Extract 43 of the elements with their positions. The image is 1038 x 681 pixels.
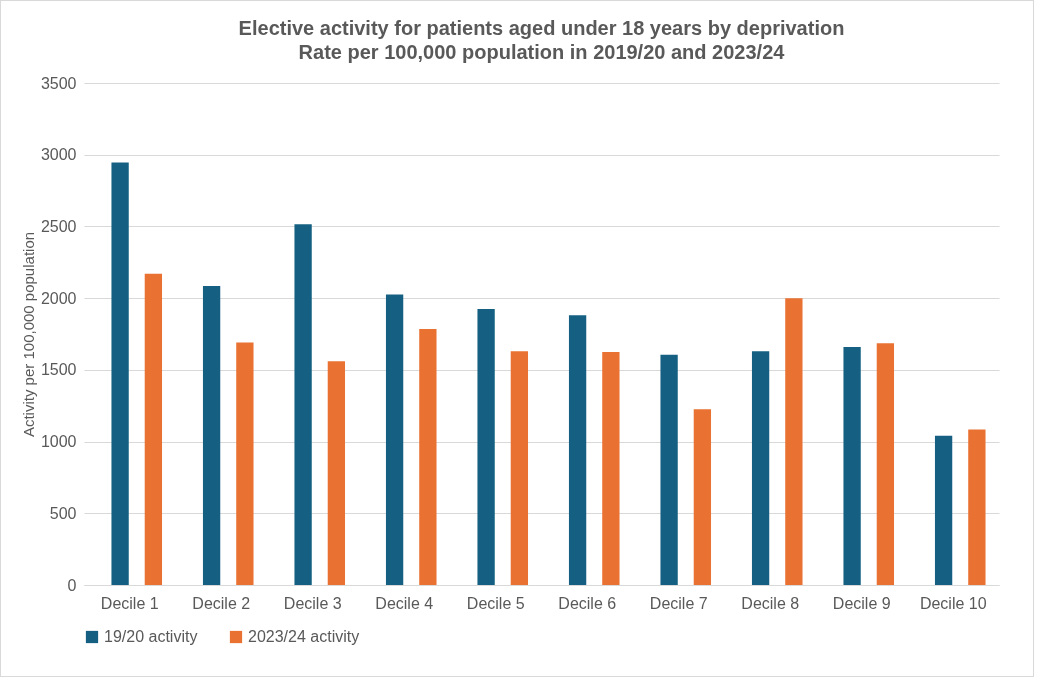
y-tick-label: 0 [67,576,77,594]
y-tick-label: 1000 [40,433,77,451]
x-tick-label: Decile 8 [741,594,800,612]
x-tick-label: Decile 9 [832,594,891,612]
x-tick-label: Decile 7 [649,594,708,612]
bar [968,429,986,585]
bar [477,308,495,585]
x-tick-label: Decile 3 [283,594,342,612]
bar [419,328,437,585]
bar [144,273,163,585]
y-tick-label: 3000 [40,146,77,164]
bar [751,351,770,585]
x-tick-label: Decile 10 [919,594,987,612]
bar [660,354,678,585]
y-tick-label: 3500 [40,74,77,92]
bar [602,351,620,585]
legend-label: 19/20 activity [104,628,198,645]
bar [236,342,254,585]
y-tick-label: 2500 [40,217,77,235]
y-axis-title: Activity per 100,000 population [19,231,37,438]
bar [510,351,529,585]
x-tick-label: Decile 2 [192,594,251,612]
chart-title: Elective activity for patients aged under 18 years by deprivation [238,17,845,39]
x-tick-label: Decile 5 [466,594,525,612]
bar [693,409,712,585]
bar [934,435,953,585]
chart-subtitle: Rate per 100,000 population in 2019/20 and 2023/24 [298,41,786,63]
bar [385,294,404,585]
y-tick-label: 2000 [40,289,77,307]
bar [111,162,129,585]
bar [785,298,803,585]
bar [294,224,312,585]
bar [843,346,861,585]
y-tick-label: 500 [49,504,77,522]
x-tick-label: Decile 4 [375,594,434,612]
bar [202,285,221,585]
bar [568,315,587,585]
legend-label: 2023/24 activity [248,628,360,645]
y-tick-label: 1500 [40,361,77,379]
bar [876,343,895,585]
bar [327,361,346,585]
x-tick-label: Decile 1 [100,594,159,612]
x-tick-label: Decile 6 [558,594,617,612]
